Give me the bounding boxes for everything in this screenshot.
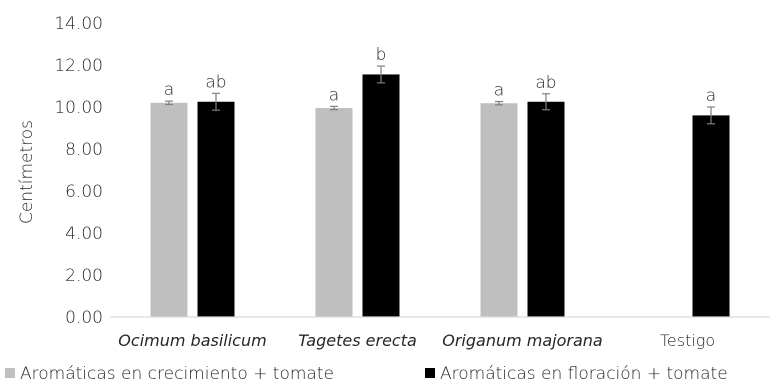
error-bars — [165, 65, 715, 125]
x-tick-label: Tagetes erecta — [298, 331, 417, 350]
y-axis-ticks: 0.00 2.00 4.00 6.00 8.00 10.00 12.00 14.00 — [54, 14, 103, 328]
y-tick-label: 10.00 — [54, 98, 103, 118]
x-tick-label: Origanum majorana — [442, 331, 602, 350]
y-tick-label: 6.00 — [65, 182, 103, 202]
bar — [692, 115, 730, 318]
legend: Aromáticas en crecimiento + tomate Aromát… — [5, 364, 728, 384]
y-tick-label: 2.00 — [65, 266, 103, 286]
y-tick-label: 8.00 — [65, 140, 103, 160]
significance-label: a — [164, 80, 174, 100]
significance-label: a — [494, 81, 504, 101]
x-tick-label: Ocimum basilicum — [118, 331, 266, 350]
y-tick-label: 0.00 — [65, 308, 103, 328]
bar — [362, 74, 400, 317]
legend-label: Aromáticas en crecimiento + tomate — [20, 364, 334, 384]
bars — [150, 74, 730, 318]
significance-label: ab — [535, 73, 556, 93]
x-axis-labels: Ocimum basilicum Tagetes erecta Origanum m… — [118, 331, 715, 350]
y-tick-label: 12.00 — [54, 56, 103, 76]
bar — [150, 102, 188, 317]
significance-label: a — [706, 86, 716, 106]
significance-label: a — [329, 85, 339, 105]
significance-label: ab — [205, 72, 226, 92]
significance-label: b — [376, 45, 387, 65]
bar — [480, 103, 518, 317]
legend-swatch — [425, 368, 435, 378]
y-axis-title: Centímetros — [17, 120, 37, 224]
y-tick-label: 4.00 — [65, 224, 103, 244]
bar — [315, 108, 353, 317]
x-tick-label: Testigo — [660, 331, 715, 350]
bar — [527, 101, 565, 317]
y-tick-label: 14.00 — [54, 14, 103, 34]
bar — [197, 101, 235, 317]
legend-swatch — [5, 368, 15, 378]
legend-label: Aromáticas en floración + tomate — [440, 364, 728, 384]
